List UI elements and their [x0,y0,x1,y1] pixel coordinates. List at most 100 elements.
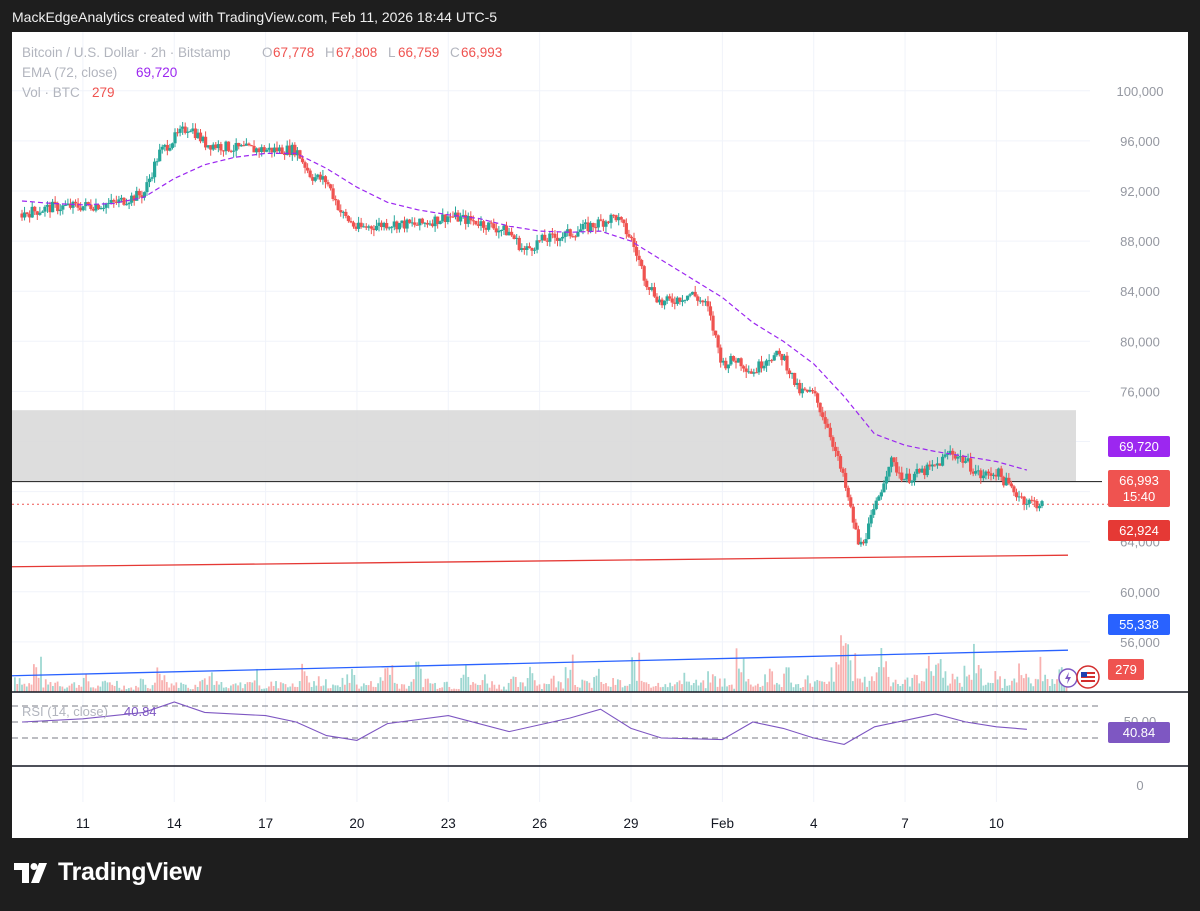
candle-body [201,136,205,142]
volume-bar [486,683,489,692]
volume-bar [177,687,180,692]
volume-bar [918,683,921,692]
lightning-icon[interactable] [1058,668,1078,688]
volume-bar [199,681,201,692]
candle-body [107,202,111,204]
time-axis[interactable]: 11 14 17 20 23 26 29 Feb 4 7 10 [76,816,1004,831]
candle-body [522,248,526,250]
candle-body [63,204,67,206]
volume-bar [419,668,422,692]
candle-body [28,214,32,218]
volume-bar [676,682,679,692]
volume-bar [707,671,709,692]
volume-bar [944,671,947,692]
volume-bar [980,668,982,692]
chart-svg[interactable]: 50.000 100,000 96,000 92,000 88,000 84,000 80… [11,32,1188,838]
volume-bar [552,675,555,692]
candle-body [683,299,687,301]
volume-bar [493,684,496,692]
candle-body [183,126,187,133]
candle-body [961,456,965,463]
volume-bar [533,680,536,692]
candle-body [186,131,190,133]
candle-body [425,222,430,225]
volume-bar [567,678,569,692]
candle-body [793,372,797,385]
candle-body [196,132,200,139]
volume-bar [441,687,444,692]
volume-bar [956,676,959,692]
volume-bar [1049,686,1051,692]
candle-body [627,234,631,237]
candle-body [650,287,654,290]
volume-bar [666,687,669,692]
volume-bar [597,668,600,692]
volume-bar [355,684,358,692]
candle-body [655,296,659,303]
us-flag-icon[interactable] [1076,665,1100,689]
candle-body [150,177,154,179]
volume-bar [913,674,916,692]
volume-bar [47,684,50,692]
volume-bar [265,688,268,692]
volume-bar [832,681,835,692]
volume-bar [571,654,574,692]
candle-body [849,497,853,507]
candle-body [423,222,427,224]
volume-bar [1018,663,1020,692]
volume-bar [213,684,216,692]
volume-bar [408,685,410,692]
volume-bar [424,678,427,692]
volume-bar [783,673,785,692]
volume-bar [806,675,809,692]
candle-body [382,222,386,228]
volume-bar [559,682,562,692]
candle-body [38,212,42,215]
candle-body [795,382,799,385]
candle-body [991,474,996,476]
candle-body [527,246,532,248]
candle-body [249,145,254,147]
volume-bar [498,684,501,692]
candle-body [1032,500,1036,502]
volume-bar [818,680,821,692]
volume-bar [68,685,71,692]
volume-bar [996,679,999,692]
candle-body [892,457,896,463]
candle-body [476,224,481,226]
candle-body [698,300,702,302]
candle-body [277,147,282,152]
volume-bar [241,688,244,692]
volume-bar [405,688,408,692]
candle-body [905,473,909,480]
candle-body [504,225,509,236]
candle-body [165,144,169,151]
candle-body [810,390,815,392]
volume-bar [1039,656,1042,692]
volume-bar [797,683,800,692]
legend-close-value: 66,993 [461,45,502,60]
candle-body [548,233,552,242]
volume-bar [341,677,344,692]
volume-bar [870,676,873,692]
candle-body [469,215,473,221]
candle-body [20,213,24,218]
volume-bar [937,663,940,692]
candle-body [102,207,106,209]
volume-bar [557,681,560,692]
volume-bar [222,687,225,692]
candle-body [882,483,886,493]
y-tick-label: 96,000 [1120,134,1160,149]
volume-bar [1022,678,1025,692]
volume-bar [125,689,128,692]
candle-body [520,248,524,251]
chart-frame[interactable]: 50.00 0 100,000 96,000 92,000 88,000 84,000 80… [11,32,1188,838]
candle-body [104,203,108,208]
candle-body [940,456,945,466]
candle-body [930,464,934,467]
volume-bar [802,687,804,692]
volume-bar [16,684,19,692]
price-axis[interactable]: 100,000 96,000 92,000 88,000 84,000 80,000 76,… [1117,84,1164,650]
volume-bar [856,678,859,692]
legend-vol-value: 279 [92,85,115,100]
